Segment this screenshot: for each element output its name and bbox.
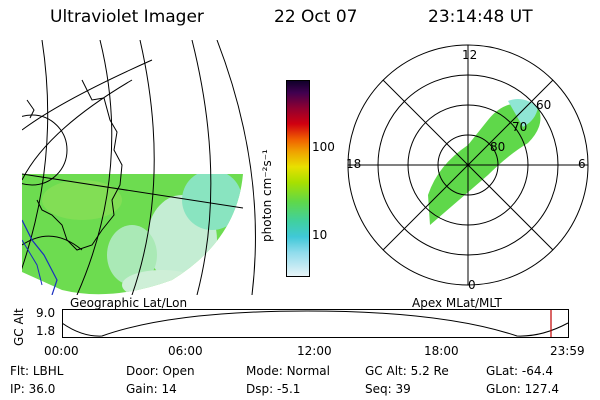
colorbar-tick-10: 10 <box>312 228 328 242</box>
info-seq: Seq: 39 <box>365 382 411 396</box>
lat-label-70: 70 <box>512 120 528 134</box>
geographic-map <box>22 40 256 295</box>
info-ip: IP: 36.0 <box>10 382 56 396</box>
info-flt: Flt: LBHL <box>10 364 64 378</box>
info-door: Door: Open <box>126 364 195 378</box>
apex-label: Apex MLat/MLT <box>412 296 502 310</box>
alt-tick-1-8: 1.8 <box>36 324 56 338</box>
instrument-title: Ultraviolet Imager <box>50 7 204 27</box>
info-gain: Gain: 14 <box>126 382 177 396</box>
mlt-label-18: 18 <box>346 157 362 171</box>
time-tick-2359: 23:59 <box>550 344 585 358</box>
alt-ylabel: GC Alt <box>12 308 26 346</box>
colorbar <box>286 80 310 277</box>
time-tick-0600: 06:00 <box>168 344 203 358</box>
info-mode: Mode: Normal <box>246 364 330 378</box>
info-glon: GLon: 127.4 <box>486 382 559 396</box>
mlt-label-0: 0 <box>468 278 476 292</box>
polar-aurora-patch <box>428 103 541 225</box>
altitude-strip <box>62 309 569 338</box>
time-tick-0000: 00:00 <box>44 344 79 358</box>
geographic-label: Geographic Lat/Lon <box>70 296 188 310</box>
time-tick-1800: 18:00 <box>424 344 459 358</box>
info-dsp: Dsp: -5.1 <box>246 382 301 396</box>
date-label: 22 Oct 07 <box>274 7 358 27</box>
time-tick-1200: 12:00 <box>297 344 332 358</box>
time-label: 23:14:48 UT <box>428 7 533 27</box>
alt-tick-9: 9.0 <box>36 306 56 320</box>
altitude-curve <box>62 310 569 337</box>
lat-label-60: 60 <box>536 98 552 112</box>
mlt-label-6: 6 <box>578 157 586 171</box>
mlt-label-12: 12 <box>462 48 478 62</box>
info-glat: GLat: -64.4 <box>486 364 553 378</box>
colorbar-tick-100: 100 <box>312 140 335 154</box>
polar-plot <box>347 44 589 286</box>
info-gc-alt: GC Alt: 5.2 Re <box>365 364 449 378</box>
lat-label-80: 80 <box>490 140 506 154</box>
coastline <box>36 79 123 251</box>
colorbar-unit-label: photon cm⁻²s⁻¹ <box>260 149 274 242</box>
